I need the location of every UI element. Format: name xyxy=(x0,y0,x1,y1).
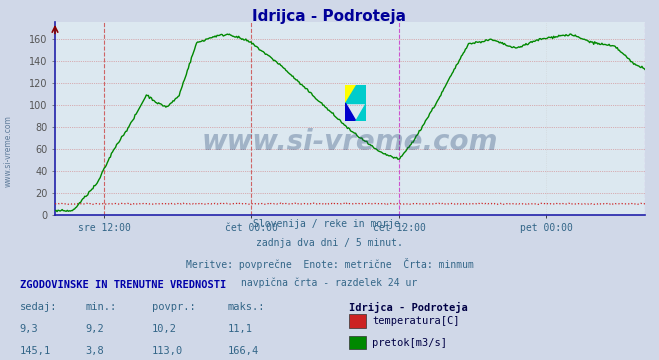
Text: ZGODOVINSKE IN TRENUTNE VREDNOSTI: ZGODOVINSKE IN TRENUTNE VREDNOSTI xyxy=(20,280,226,290)
Polygon shape xyxy=(345,85,366,103)
Text: temperatura[C]: temperatura[C] xyxy=(372,316,460,327)
Text: navpična črta - razdelek 24 ur: navpična črta - razdelek 24 ur xyxy=(241,278,418,288)
Text: Idrijca - Podroteja: Idrijca - Podroteja xyxy=(252,9,407,24)
Text: sedaj:: sedaj: xyxy=(20,302,57,312)
Polygon shape xyxy=(345,103,356,121)
Text: 3,8: 3,8 xyxy=(86,346,104,356)
Text: www.si-vreme.com: www.si-vreme.com xyxy=(202,128,498,156)
Text: zadnja dva dni / 5 minut.: zadnja dva dni / 5 minut. xyxy=(256,238,403,248)
Text: 145,1: 145,1 xyxy=(20,346,51,356)
Text: Meritve: povprečne  Enote: metrične  Črta: minmum: Meritve: povprečne Enote: metrične Črta:… xyxy=(186,258,473,270)
Text: 9,2: 9,2 xyxy=(86,324,104,334)
Text: 113,0: 113,0 xyxy=(152,346,183,356)
Text: Slovenija / reke in morje.: Slovenija / reke in morje. xyxy=(253,219,406,229)
Text: min.:: min.: xyxy=(86,302,117,312)
Text: maks.:: maks.: xyxy=(227,302,265,312)
Text: pretok[m3/s]: pretok[m3/s] xyxy=(372,338,447,348)
Text: povpr.:: povpr.: xyxy=(152,302,195,312)
Text: Idrijca - Podroteja: Idrijca - Podroteja xyxy=(349,302,468,314)
Text: 11,1: 11,1 xyxy=(227,324,252,334)
Text: 10,2: 10,2 xyxy=(152,324,177,334)
Text: 166,4: 166,4 xyxy=(227,346,258,356)
Text: 9,3: 9,3 xyxy=(20,324,38,334)
Polygon shape xyxy=(345,85,356,103)
Text: www.si-vreme.com: www.si-vreme.com xyxy=(3,115,13,187)
Polygon shape xyxy=(356,103,366,121)
